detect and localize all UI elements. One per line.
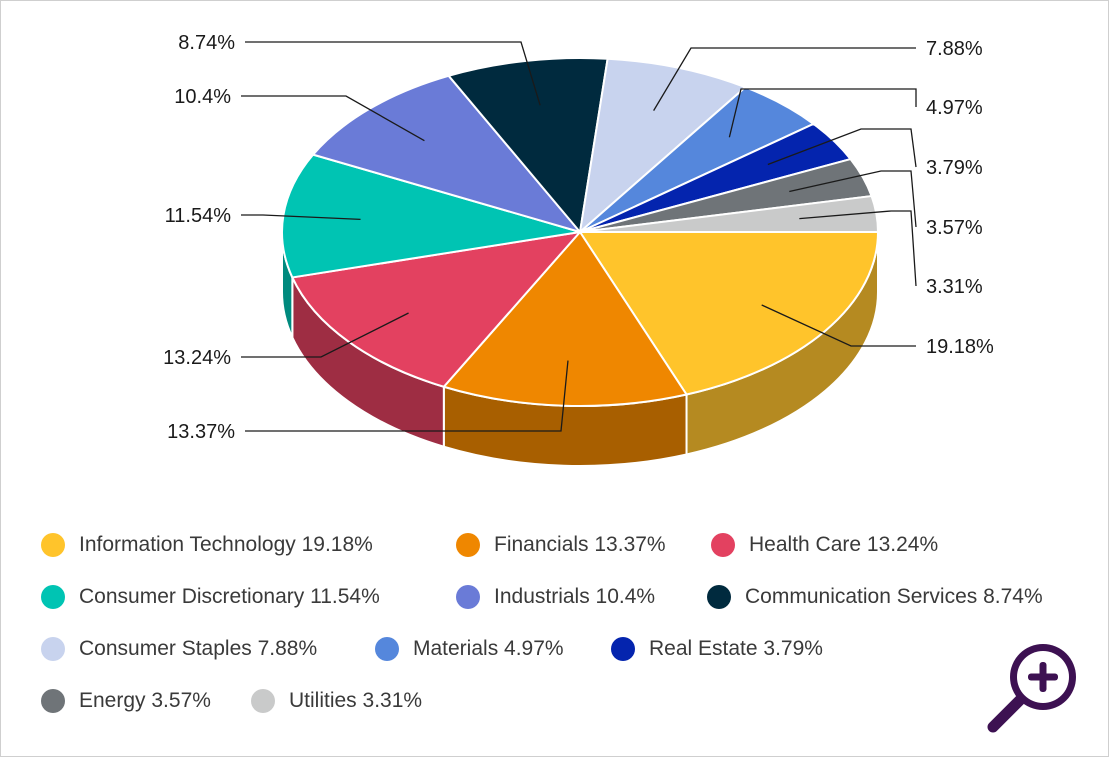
legend-label: Information Technology 19.18% [79,533,373,556]
legend-item[interactable]: Energy 3.57% [41,689,211,713]
leader-line-utilities [799,210,917,287]
data-label-real-estate: 3.79% [926,157,983,179]
legend-item[interactable]: Materials 4.97% [375,637,564,661]
data-label-health-care: 13.24% [163,347,231,369]
legend-item[interactable]: Communication Services 8.74% [707,585,1043,609]
leader-line-industrials [241,95,425,142]
legend-label: Health Care 13.24% [749,533,939,556]
legend-swatch [41,533,65,557]
leader-line-health-care [241,312,409,358]
legend-swatch [41,585,65,609]
legend-item[interactable]: Consumer Staples 7.88% [41,637,317,661]
legend-label: Industrials 10.4% [494,585,656,608]
legend-item[interactable]: Information Technology 19.18% [41,533,373,557]
legend-item[interactable]: Industrials 10.4% [456,585,655,609]
data-label-consumer-staples: 7.88% [926,38,983,60]
pie-slice-utilities[interactable] [579,195,879,233]
legend-label: Consumer Discretionary 11.54% [79,585,380,608]
legend-swatch [41,637,65,661]
data-label-information-technology: 19.18% [926,336,994,358]
leader-line-consumer-discretionary [241,214,361,221]
legend-item[interactable]: Health Care 13.24% [711,533,938,557]
legend-swatch [707,585,731,609]
legend-item[interactable]: Consumer Discretionary 11.54% [41,585,380,609]
leader-line-financials [245,360,569,432]
legend-item[interactable]: Utilities 3.31% [251,689,422,713]
legend-label: Utilities 3.31% [289,689,423,712]
legend-label: Consumer Staples 7.88% [79,637,318,660]
leader-line-communication-services [245,41,541,106]
pie-slice-health-care[interactable] [291,231,581,388]
leader-line-real-estate [767,128,917,168]
legend-label: Energy 3.57% [79,689,211,712]
legend-swatch [456,533,480,557]
leader-line-consumer-staples [653,47,916,111]
legend-label: Real Estate 3.79% [649,637,823,660]
data-label-industrials: 10.4% [174,86,231,108]
legend-swatch [711,533,735,557]
leader-line-energy [789,170,917,228]
legend-swatch [251,689,275,713]
leader-line-information-technology [761,304,916,347]
leader-line-materials [728,88,917,138]
legend-item[interactable]: Financials 13.37% [456,533,666,557]
data-label-utilities: 3.31% [926,276,983,298]
legend-label: Communication Services 8.74% [745,585,1043,608]
data-label-energy: 3.57% [926,217,983,239]
legend-label: Materials 4.97% [413,637,564,660]
pie-slice-information-technology[interactable] [579,231,879,396]
legend-swatch [611,637,635,661]
pie-slice-consumer-discretionary[interactable] [281,153,581,279]
data-label-consumer-discretionary: 11.54% [165,205,232,227]
legend-label: Financials 13.37% [494,533,666,556]
legend-swatch [375,637,399,661]
data-label-communication-services: 8.74% [178,32,235,54]
zoom-in-icon [987,644,1076,733]
legend-swatch [456,585,480,609]
zoom-button[interactable] [986,637,1086,737]
legend-swatch [41,689,65,713]
data-label-financials: 13.37% [167,421,235,443]
data-label-materials: 4.97% [926,97,983,119]
legend-item[interactable]: Real Estate 3.79% [611,637,823,661]
